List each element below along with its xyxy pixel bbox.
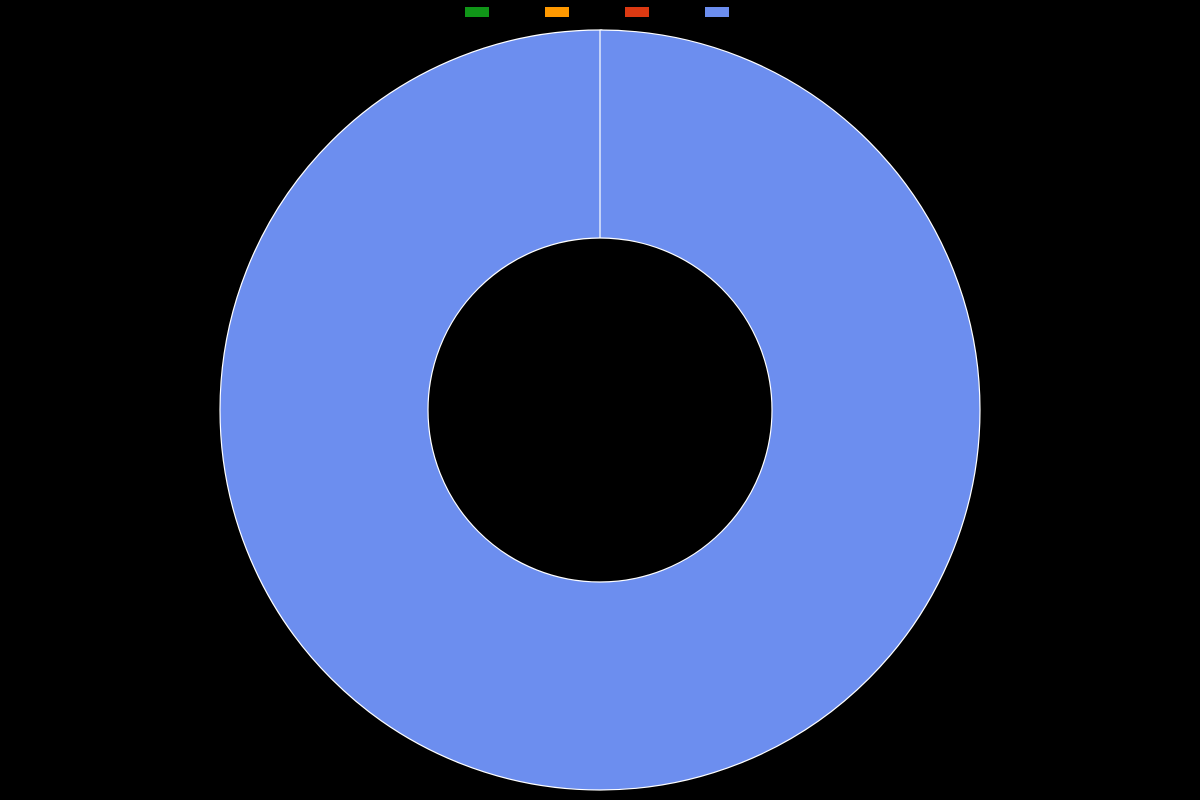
donut-chart: [0, 0, 1200, 800]
donut-hole: [428, 238, 772, 582]
chart-stage: [0, 0, 1200, 800]
